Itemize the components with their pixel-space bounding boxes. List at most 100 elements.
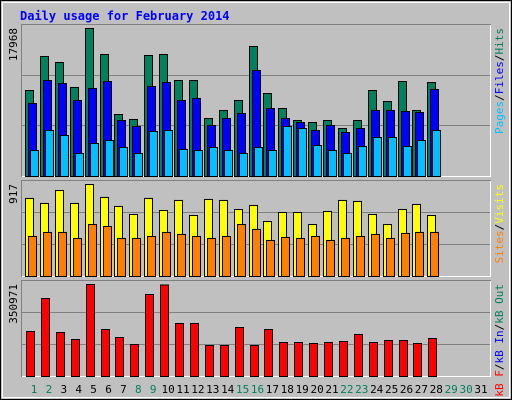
bar xyxy=(134,153,143,177)
legend-entry: Visits xyxy=(493,184,506,224)
bar xyxy=(296,237,305,278)
x-tick-label: 19 xyxy=(296,383,309,396)
x-tick-label: 30 xyxy=(459,383,472,396)
y-tick-label: 17968 xyxy=(7,28,20,61)
x-tick-label: 26 xyxy=(400,383,413,396)
chart-title: Daily usage for February 2014 xyxy=(20,9,230,23)
bar xyxy=(177,233,186,277)
y-tick-label: 917 xyxy=(7,184,20,204)
bar xyxy=(162,231,171,277)
bar xyxy=(298,128,307,177)
bar xyxy=(41,297,50,377)
bar xyxy=(369,341,378,377)
bar xyxy=(341,237,350,278)
bar xyxy=(58,231,67,277)
x-tick-label: 14 xyxy=(221,383,235,396)
legend-entry: Files xyxy=(493,61,506,94)
bar xyxy=(26,330,35,377)
x-tick-label: 11 xyxy=(176,383,189,396)
bar xyxy=(103,226,112,277)
bar xyxy=(428,337,437,377)
bar xyxy=(115,336,124,377)
bar xyxy=(205,344,214,378)
bar xyxy=(413,342,422,377)
x-tick-label: 29 xyxy=(445,383,458,396)
bar xyxy=(145,293,154,377)
x-tick-label: 16 xyxy=(251,383,264,396)
legend-entry: kB In xyxy=(493,330,506,363)
bar xyxy=(28,235,37,277)
x-tick-label: 3 xyxy=(60,383,67,396)
bar xyxy=(399,339,408,378)
bar xyxy=(105,140,114,177)
x-tick-label: 9 xyxy=(150,383,157,396)
x-tick-label: 10 xyxy=(161,383,174,396)
bar xyxy=(190,322,199,377)
legend: kB F/kB In/kB Out xyxy=(493,284,506,397)
legend: Sites/Visits xyxy=(493,184,506,264)
bar xyxy=(371,233,380,277)
x-tick-label: 12 xyxy=(191,383,204,396)
legend-separator: / xyxy=(493,55,506,62)
x-tick-label: 18 xyxy=(281,383,294,396)
bar xyxy=(283,126,292,177)
legend: Pages/Files/Hits xyxy=(493,28,506,134)
bar xyxy=(237,224,246,277)
bar xyxy=(430,231,439,277)
x-tick-label: 25 xyxy=(385,383,398,396)
bar xyxy=(30,150,39,178)
bar xyxy=(192,235,201,277)
bar xyxy=(119,146,128,178)
legend-entry: Pages xyxy=(493,101,506,134)
bar xyxy=(71,338,80,378)
bar xyxy=(147,235,156,277)
bar xyxy=(386,237,395,278)
bar xyxy=(313,145,322,177)
bar xyxy=(250,344,259,378)
bar xyxy=(343,153,352,177)
bar xyxy=(60,135,69,178)
bar xyxy=(86,284,95,377)
y-tick-label: 350971 xyxy=(7,284,20,324)
legend-entry: Sites xyxy=(493,230,506,263)
x-tick-label: 23 xyxy=(355,383,368,396)
bar xyxy=(43,231,52,277)
bar xyxy=(90,143,99,177)
bar xyxy=(403,146,412,178)
bar xyxy=(415,231,424,277)
x-tick-label: 17 xyxy=(266,383,279,396)
x-tick-label: 5 xyxy=(90,383,97,396)
bar xyxy=(309,342,318,377)
legend-separator: / xyxy=(493,324,506,331)
bar xyxy=(117,237,126,278)
bar xyxy=(132,237,141,278)
x-tick-label: 7 xyxy=(120,383,127,396)
bar xyxy=(281,236,290,277)
x-tick-label: 31 xyxy=(474,383,487,396)
bar xyxy=(326,239,335,278)
bar xyxy=(311,235,320,277)
bar xyxy=(324,341,333,377)
bar xyxy=(207,237,216,278)
bar xyxy=(130,343,139,377)
bar xyxy=(254,146,263,178)
bar xyxy=(252,228,261,277)
x-tick-label: 6 xyxy=(105,383,112,396)
bar xyxy=(45,130,54,177)
bar xyxy=(266,239,275,278)
bar xyxy=(401,232,410,278)
x-tick-label: 2 xyxy=(46,383,53,396)
bar xyxy=(356,235,365,277)
bar xyxy=(88,224,97,277)
bar xyxy=(328,150,337,178)
bar xyxy=(73,237,82,278)
bar xyxy=(358,146,367,178)
bar xyxy=(175,322,184,377)
bar xyxy=(164,130,173,177)
bar xyxy=(209,146,218,178)
bar xyxy=(294,341,303,377)
x-tick-label: 28 xyxy=(430,383,443,396)
x-tick-label: 1 xyxy=(31,383,38,396)
x-tick-label: 22 xyxy=(340,383,353,396)
